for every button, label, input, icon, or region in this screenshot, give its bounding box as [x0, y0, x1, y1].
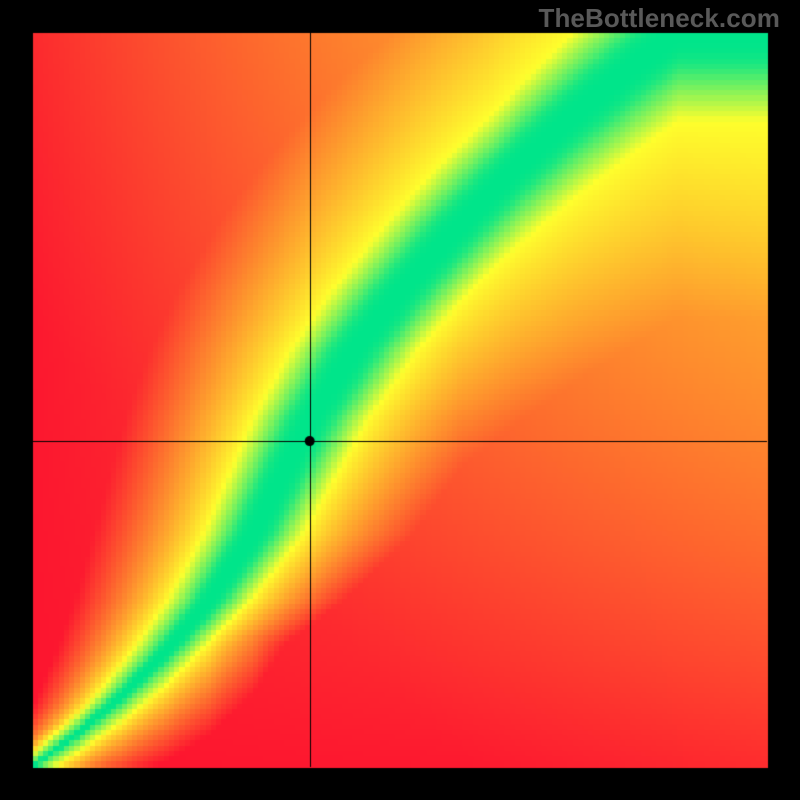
watermark-text: TheBottleneck.com — [538, 3, 780, 34]
chart-container: TheBottleneck.com — [0, 0, 800, 800]
heatmap-canvas — [0, 0, 800, 800]
